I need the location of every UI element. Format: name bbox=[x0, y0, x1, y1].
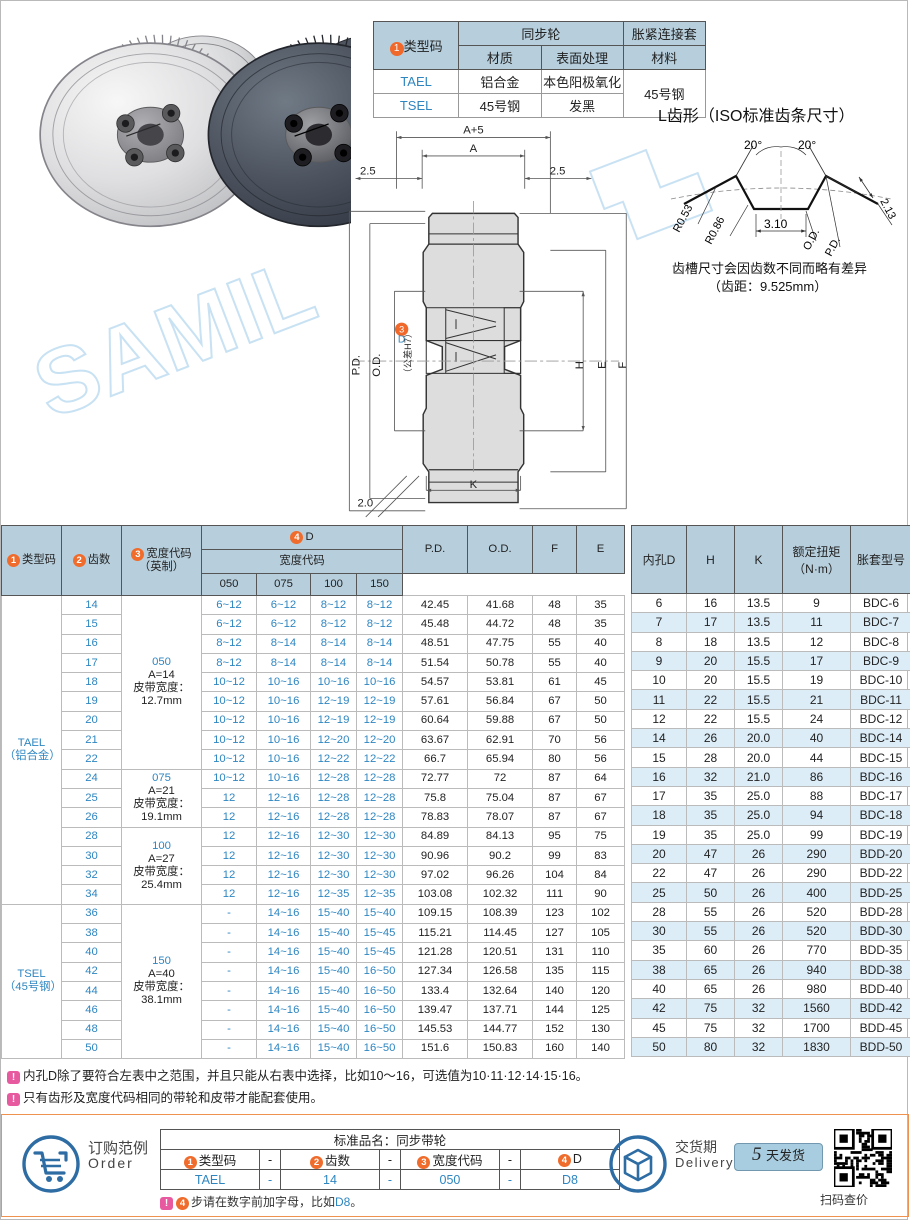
svg-text:2.5: 2.5 bbox=[360, 165, 376, 177]
svg-text:F: F bbox=[617, 362, 629, 369]
svg-text:A: A bbox=[470, 143, 478, 155]
svg-text:O.D.: O.D. bbox=[371, 354, 383, 377]
svg-text:20°: 20° bbox=[798, 138, 816, 152]
svg-text:E: E bbox=[597, 361, 609, 369]
svg-text:2.5: 2.5 bbox=[550, 165, 566, 177]
svg-text:（公差H7）: （公差H7） bbox=[402, 329, 413, 378]
svg-text:P.D.: P.D. bbox=[351, 355, 363, 375]
svg-text:A+5: A+5 bbox=[463, 124, 483, 136]
svg-text:R0.86: R0.86 bbox=[703, 215, 727, 247]
svg-text:（齿距：9.525mm）: （齿距：9.525mm） bbox=[708, 279, 827, 294]
svg-text:H: H bbox=[574, 361, 586, 369]
svg-text:K: K bbox=[470, 479, 478, 491]
svg-text:20°: 20° bbox=[744, 138, 762, 152]
svg-text:R0.53: R0.53 bbox=[671, 203, 695, 235]
svg-text:齿槽尺寸会因齿数不同而略有差异: 齿槽尺寸会因齿数不同而略有差异 bbox=[672, 261, 867, 276]
svg-text:SAMIL: SAMIL bbox=[21, 238, 329, 438]
svg-text:2.13: 2.13 bbox=[877, 197, 898, 222]
svg-text:3.10: 3.10 bbox=[764, 217, 788, 231]
svg-text:L齿形（ISO标准齿条尺寸）: L齿形（ISO标准齿条尺寸） bbox=[658, 107, 854, 125]
